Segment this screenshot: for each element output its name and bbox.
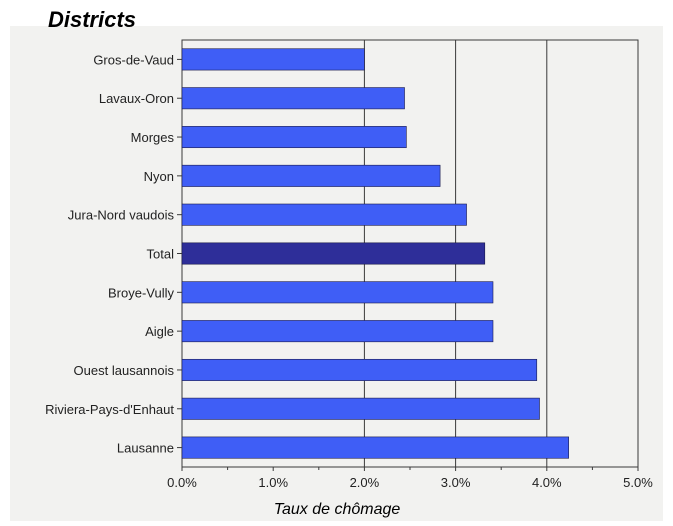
category-label: Ouest lausannois: [74, 363, 175, 378]
bar-total: [181, 242, 486, 265]
bar-gros-de-vaud: [181, 48, 365, 71]
bar-nyon: [181, 164, 441, 187]
category-label: Total: [147, 247, 175, 262]
category-label: Jura-Nord vaudois: [68, 208, 175, 223]
bar-aigle: [181, 320, 494, 343]
bar-ouest-lausannois: [181, 358, 538, 381]
x-tick-label: 5.0%: [623, 475, 653, 490]
x-tick-label: 3.0%: [441, 475, 471, 490]
category-label: Lavaux-Oron: [99, 91, 174, 106]
x-tick-label: 1.0%: [258, 475, 288, 490]
bar-lavaux-oron: [181, 87, 405, 110]
category-label: Aigle: [145, 324, 174, 339]
category-labels: Gros-de-Vaud Lavaux-Oron Morges Nyon Jura-No…: [45, 52, 182, 456]
x-axis-ticks: 0.0% 1.0% 2.0% 3.0% 4.0% 5.0%: [167, 467, 653, 490]
x-tick-label: 2.0%: [350, 475, 380, 490]
bar-riviera-pays-d-enhaut: [181, 397, 540, 420]
x-tick-label: 0.0%: [167, 475, 197, 490]
x-tick-label: 4.0%: [532, 475, 562, 490]
x-axis-title: Taux de chômage: [274, 501, 401, 518]
bars-group: [181, 48, 569, 459]
category-label: Broye-Vully: [108, 285, 174, 300]
category-label: Riviera-Pays-d'Enhaut: [45, 402, 174, 417]
bar-jura-nord-vaudois: [181, 203, 467, 226]
bar-morges: [181, 126, 407, 149]
category-label: Lausanne: [117, 441, 174, 456]
chart-title: Districts: [48, 7, 136, 32]
bar-lausanne: [181, 436, 569, 459]
category-label: Nyon: [144, 169, 174, 184]
bar-broye-vully: [181, 281, 494, 304]
category-label: Morges: [131, 130, 175, 145]
category-label: Gros-de-Vaud: [93, 52, 174, 67]
